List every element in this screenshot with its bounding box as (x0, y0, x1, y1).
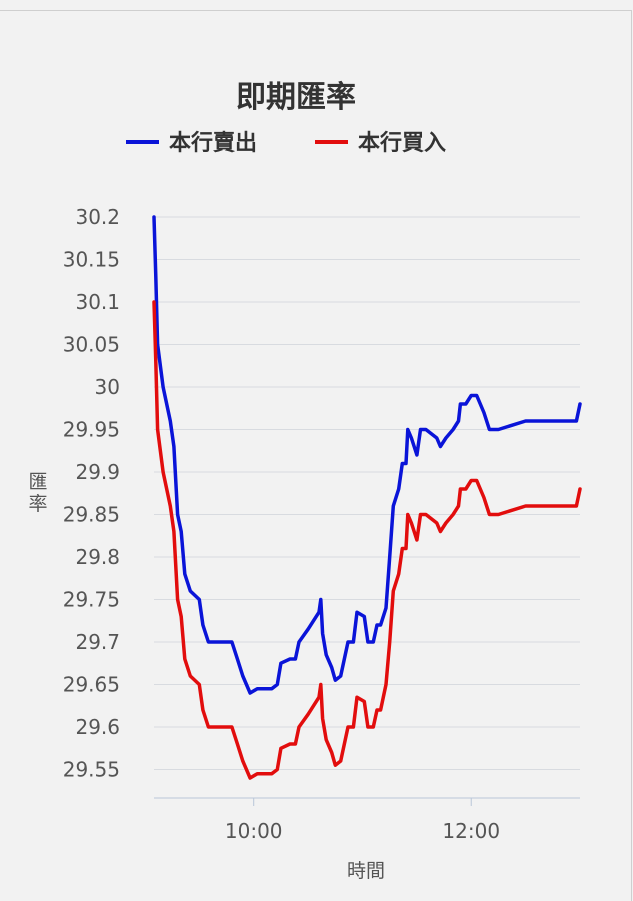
y-axis-ticks: 30.2 30.15 30.1 30.05 30 29.95 29.9 29.85 29.8 29… (63, 205, 120, 782)
legend-label-buy: 本行買入 (358, 130, 446, 156)
y-tick-label: 29.75 (63, 588, 120, 612)
x-axis-ticks: 10:00 12:00 (225, 798, 500, 843)
y-tick-label: 30 (95, 375, 120, 399)
legend-label-sell: 本行賣出 (169, 130, 257, 156)
x-tick-label: 12:00 (442, 819, 500, 843)
chart-title: 即期匯率 (236, 80, 356, 115)
y-tick-label: 29.8 (75, 545, 120, 569)
gridlines (154, 216, 580, 770)
y-tick-label: 30.15 (63, 248, 120, 272)
series-lines (152, 215, 582, 780)
y-tick-label: 29.6 (75, 715, 120, 739)
y-tick-label: 29.65 (63, 673, 120, 697)
series-line-sell (152, 215, 582, 695)
y-tick-label: 29.95 (63, 418, 120, 442)
y-axis-label-char: 匯 (28, 471, 47, 493)
series-line-buy (152, 300, 582, 780)
legend: 本行賣出 本行買入 (126, 130, 446, 156)
y-tick-label: 30.2 (75, 205, 120, 229)
y-axis-label: 匯率 (28, 471, 47, 515)
y-tick-label: 29.9 (75, 460, 120, 484)
y-tick-label: 29.7 (75, 630, 120, 654)
y-tick-label: 30.1 (75, 290, 120, 314)
y-tick-label: 29.55 (63, 758, 120, 782)
x-tick-label: 10:00 (225, 819, 283, 843)
y-axis-label-char: 率 (28, 493, 47, 515)
y-tick-label: 30.05 (63, 333, 120, 357)
x-axis-label: 時間 (347, 860, 385, 882)
y-tick-label: 29.85 (63, 503, 120, 527)
chart-card (0, 10, 632, 901)
